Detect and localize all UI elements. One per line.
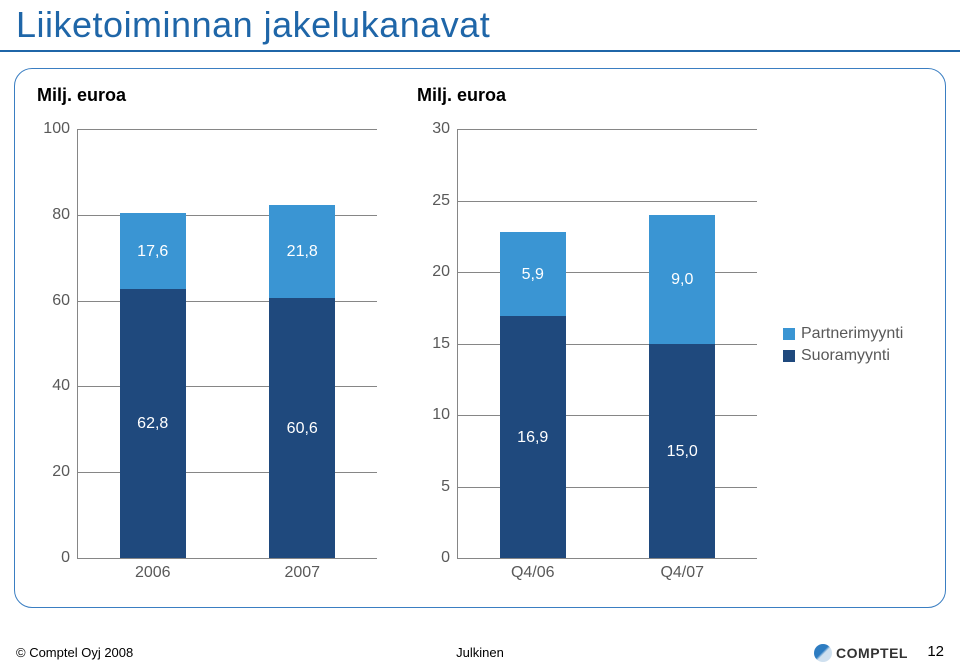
title-underline [0, 50, 960, 52]
right-chart: 05101520253016,95,9Q4/0615,09,0Q4/07 [457, 129, 757, 559]
logo-text: COMPTEL [836, 645, 908, 661]
bar-value-label: 15,0 [649, 443, 715, 461]
bar-group: 60,6 21,8 [269, 205, 335, 558]
y-tick-label: 0 [61, 549, 78, 567]
bar-value-label: 21,8 [269, 243, 335, 261]
page-title: Liiketoiminnan jakelukanavat [16, 4, 490, 46]
y-tick-label: 40 [52, 377, 78, 395]
y-tick-label: 10 [432, 406, 458, 424]
footer: © Comptel Oyj 2008 Julkinen COMPTEL 12 [16, 634, 944, 664]
right-chart-label: Milj. euroa [417, 85, 506, 106]
left-chart: 02040608010062,817,6200660,621,82007 [77, 129, 377, 559]
bar-value-label: 17,6 [120, 243, 186, 261]
bar-value-label: 16,9 [500, 429, 566, 447]
legend-label: Suoramyynti [801, 347, 890, 365]
y-tick-label: 15 [432, 335, 458, 353]
legend-item: Suoramyynti [783, 347, 903, 365]
bar-group: 15,0 9,0 [649, 215, 715, 558]
legend-swatch-direct [783, 350, 795, 362]
y-tick-label: 20 [52, 463, 78, 481]
legend-swatch-partner [783, 328, 795, 340]
x-tick-label: Q4/07 [660, 558, 704, 582]
y-tick-label: 0 [441, 549, 458, 567]
bar-value-label: 62,8 [120, 415, 186, 433]
y-tick-label: 60 [52, 292, 78, 310]
x-tick-label: Q4/06 [511, 558, 555, 582]
legend: Partnerimyynti Suoramyynti [783, 325, 903, 369]
footer-classification: Julkinen [456, 645, 504, 660]
logo-icon [814, 644, 832, 662]
y-tick-label: 25 [432, 192, 458, 210]
y-tick-label: 30 [432, 120, 458, 138]
page-number: 12 [927, 643, 944, 660]
bar-group: 16,9 5,9 [500, 232, 566, 558]
x-tick-label: 2006 [135, 558, 171, 582]
left-chart-label: Milj. euroa [37, 85, 126, 106]
footer-copyright: © Comptel Oyj 2008 [16, 645, 133, 660]
bar-value-label: 60,6 [269, 420, 335, 438]
right-plot-area: 05101520253016,95,9Q4/0615,09,0Q4/07 [457, 129, 757, 559]
bar-value-label: 9,0 [649, 271, 715, 289]
gridline [458, 129, 757, 130]
gridline [458, 201, 757, 202]
legend-item: Partnerimyynti [783, 325, 903, 343]
bar-group: 62,8 17,6 [120, 213, 186, 558]
y-tick-label: 5 [441, 478, 458, 496]
bar-value-label: 5,9 [500, 266, 566, 284]
x-tick-label: 2007 [284, 558, 320, 582]
legend-label: Partnerimyynti [801, 325, 903, 343]
y-tick-label: 100 [43, 120, 78, 138]
gridline [78, 129, 377, 130]
left-plot-area: 02040608010062,817,6200660,621,82007 [77, 129, 377, 559]
chart-panel: Milj. euroa 02040608010062,817,6200660,6… [14, 68, 946, 608]
y-tick-label: 20 [432, 263, 458, 281]
footer-logo: COMPTEL [814, 644, 908, 662]
y-tick-label: 80 [52, 206, 78, 224]
